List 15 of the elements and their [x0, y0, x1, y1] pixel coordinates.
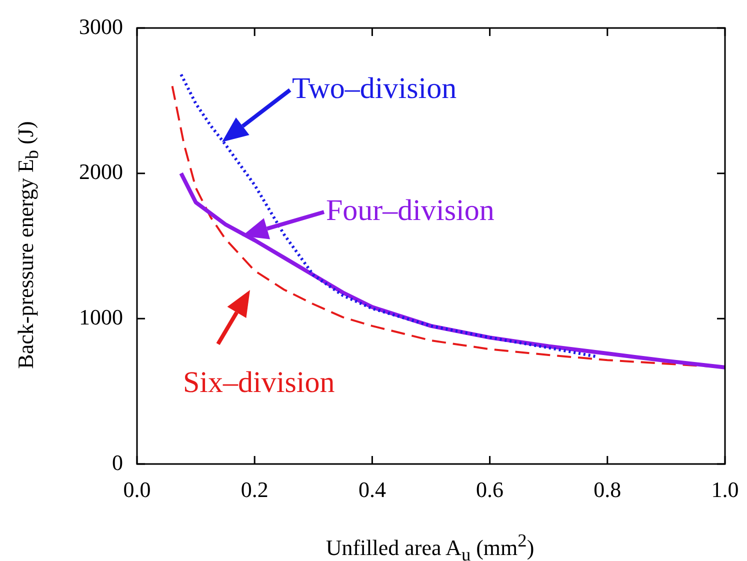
x-tick-label: 0.8 [594, 476, 622, 502]
x-tick-label: 1.0 [711, 476, 739, 502]
y-tick-label: 2000 [79, 159, 123, 184]
series-label: Six–division [183, 366, 335, 399]
x-tick-label: 0.2 [240, 476, 268, 502]
x-tick-label: 0.0 [123, 476, 151, 502]
x-tick-label: 0.4 [358, 476, 386, 502]
legend-label: Two–division [292, 72, 457, 105]
line-series [180, 73, 598, 358]
y-tick-label: 3000 [79, 14, 123, 39]
legend-label: Four–division [326, 194, 494, 227]
x-tick-label: 0.6 [476, 476, 504, 502]
x-axis-title: Unfilled area A$_{u}$ (mm$^{2}$) [326, 530, 534, 561]
y-tick-label: 0 [112, 450, 123, 475]
y-tick-label: 1000 [79, 304, 123, 330]
